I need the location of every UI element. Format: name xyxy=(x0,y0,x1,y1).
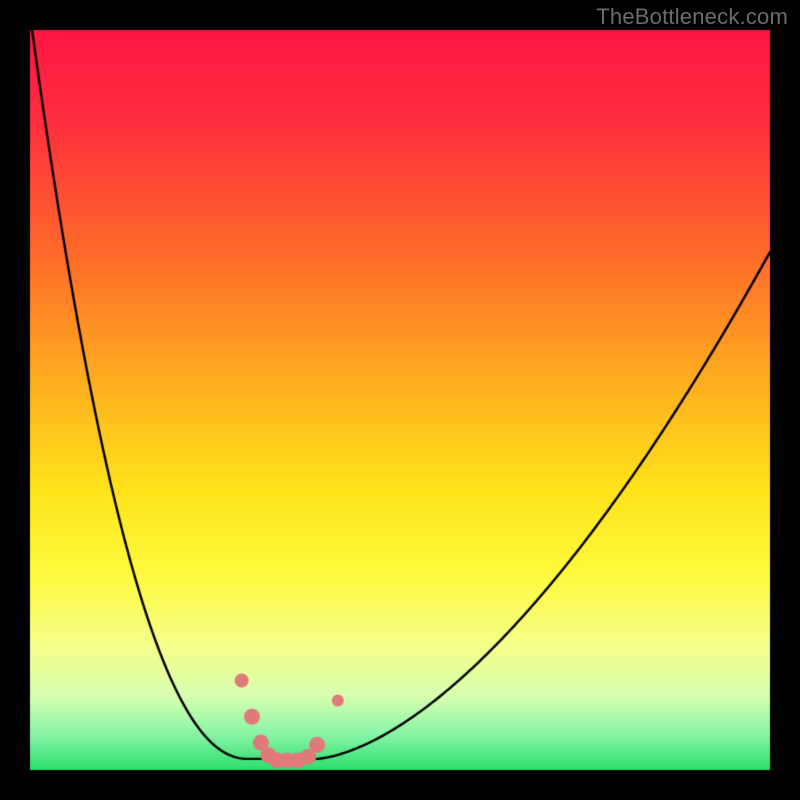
watermark-text: TheBottleneck.com xyxy=(596,4,788,30)
chart-stage: TheBottleneck.com xyxy=(0,0,800,800)
bottleneck-curve-chart xyxy=(0,0,800,800)
